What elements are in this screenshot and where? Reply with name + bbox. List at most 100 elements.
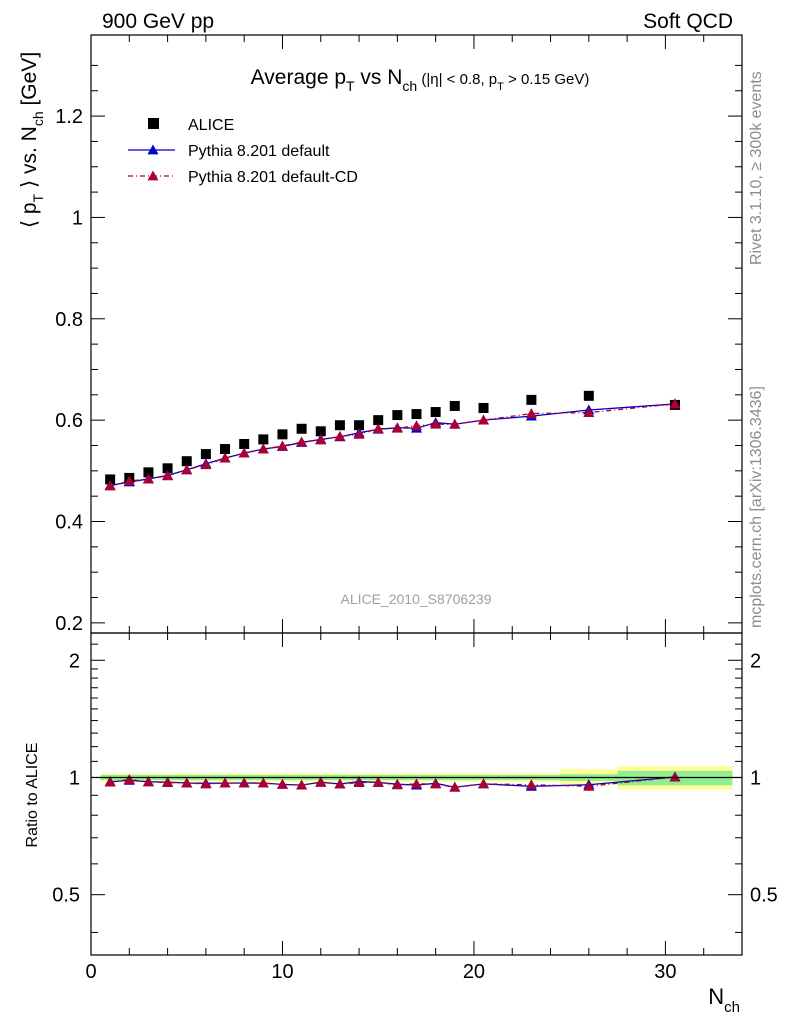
x-axis-label-main: N [708, 984, 724, 1009]
ratio-axis-ticks: 0.5 0.5 1 1 2 2 [52, 643, 778, 933]
ratio-pythia-cd-point [315, 776, 327, 787]
alice-data-point [162, 463, 173, 474]
ratio-pythia-cd-point [276, 778, 288, 789]
x-tick-label: 10 [271, 961, 293, 983]
ratio-pythia-cd-point [449, 781, 461, 792]
x-tick-label: 30 [654, 961, 676, 983]
pythia-cd-point [181, 464, 193, 475]
pythia-cd-point [669, 398, 681, 409]
main-title-sub1: T [346, 78, 355, 94]
alice-data-point [239, 438, 250, 449]
main-title-part2: vs N [355, 66, 403, 89]
alice-data-point [143, 467, 154, 478]
legend: ALICE Pythia 8.201 default Pythia 8.201 de… [128, 117, 358, 186]
alice-data-point [334, 420, 345, 431]
pythia-cd-point [238, 447, 250, 458]
ratio-pythia-cd-point [430, 778, 442, 789]
y-tick-label: 0.4 [55, 512, 83, 534]
ratio-pythia-cd-point [296, 779, 308, 790]
ratio-pythia-cd-point [200, 778, 212, 789]
ratio-series-layer [104, 771, 681, 792]
ratio-pythia-cd-point [257, 777, 269, 788]
ratio-tick-label-left: 2 [69, 650, 80, 672]
side-rivet-text: Rivet 3.1.10, ≥ 300k events [748, 71, 765, 265]
alice-data-point [354, 420, 365, 431]
legend-marker-triangle [147, 144, 159, 155]
pythia-cd-point [123, 475, 135, 486]
main-title-sub2: ch [402, 78, 417, 94]
main-title: Average pT vs Nch (|η| < 0.8, pT > 0.15 … [251, 66, 590, 94]
ratio-pythia-cd-point [391, 779, 403, 790]
pythia-cd-point [334, 430, 346, 441]
y-axis-label-a-sub: T [30, 193, 46, 202]
pythia-cd-point [104, 480, 116, 491]
alice-data-point [200, 449, 211, 460]
y-axis-label-c: [GeV] [18, 52, 41, 112]
y-axis-label: ⟨ pT ⟩ vs. Nch [GeV] [18, 52, 46, 228]
alice-data-point [258, 434, 269, 445]
alice-data-point [583, 390, 594, 401]
ratio-pythia-cd-point [142, 776, 154, 787]
y-axis-label-a: ⟨ p [18, 202, 41, 228]
ratio-pythia-cd-point [478, 778, 490, 789]
y-axis-label-b: ⟩ vs. N [18, 126, 41, 194]
x-axis-label-sub: ch [724, 999, 740, 1016]
header-left: 900 GeV pp [102, 10, 214, 33]
ratio-plot-frame [90, 632, 743, 956]
alice-data-point [478, 402, 489, 413]
ratio-pythia-cd-point [583, 780, 595, 791]
y-tick-label: 0.8 [55, 309, 83, 331]
pythia-cd-point [296, 436, 308, 447]
alice-data-point [181, 456, 192, 467]
ratio-pythia-cd-point [334, 778, 346, 789]
ratio-pythia-cd-point [123, 774, 135, 784]
ratio-pythia-cd-point [162, 777, 174, 788]
main-axis-ticks: 0 10 20 30 0.2 0.4 0.6 0.8 1 1.2 [55, 35, 743, 983]
side-mcplots-text: mcplots.cern.ch [arXiv:1306.3436] [748, 386, 765, 628]
main-title-part3: (|η| < 0.8, p [417, 71, 497, 88]
ratio-tick-label-right: 2 [750, 650, 761, 672]
ratio-tick-label-right: 0.5 [750, 885, 778, 907]
ratio-pythia-cd-point [525, 779, 537, 790]
ratio-pythia-cd-point [353, 777, 365, 788]
ratio-pythia-cd-point [238, 777, 250, 788]
alice-data-point [315, 426, 326, 437]
pythia-cd-point [219, 452, 231, 463]
y-tick-label: 1 [72, 207, 83, 229]
legend-marker-alice [148, 118, 159, 129]
pythia-cd-point [257, 443, 269, 454]
y-axis-label-b-sub: ch [30, 111, 46, 126]
alice-data-point [526, 394, 537, 405]
pythia-cd-point [372, 423, 384, 434]
ratio-pythia-cd-point [411, 778, 422, 789]
x-tick-label: 0 [85, 961, 96, 983]
main-series-layer [104, 390, 681, 491]
legend-label: Pythia 8.201 default-CD [188, 169, 358, 186]
legend-marker-triangle [147, 170, 159, 181]
main-title-part1: Average p [251, 66, 346, 89]
analysis-id: ALICE_2010_S8706239 [340, 591, 491, 607]
header-right: Soft QCD [643, 10, 733, 33]
alice-data-point [449, 400, 460, 411]
alice-data-point [411, 409, 422, 420]
pythia-cd-point [583, 407, 595, 417]
alice-data-point [277, 429, 288, 440]
pythia-cd-point [430, 418, 442, 429]
pythia-cd-point [200, 459, 212, 470]
pythia-cd-point [162, 470, 174, 481]
x-axis-label: Nch [708, 984, 740, 1016]
legend-label: Pythia 8.201 default [188, 143, 330, 160]
pythia-cd-point [315, 434, 327, 445]
alice-data-point [220, 444, 231, 455]
alice-data-point [296, 423, 307, 434]
pythia-cd-point [391, 422, 403, 433]
pythia-cd-point [449, 418, 461, 429]
pythia-cd-point [142, 473, 154, 484]
pythia-cd-point [276, 440, 288, 451]
pythia-cd-point [411, 420, 422, 431]
alice-data-point [392, 410, 403, 421]
ratio-pythia-cd-point [669, 771, 681, 782]
alice-data-point [430, 407, 441, 418]
alice-data-point [373, 415, 384, 426]
